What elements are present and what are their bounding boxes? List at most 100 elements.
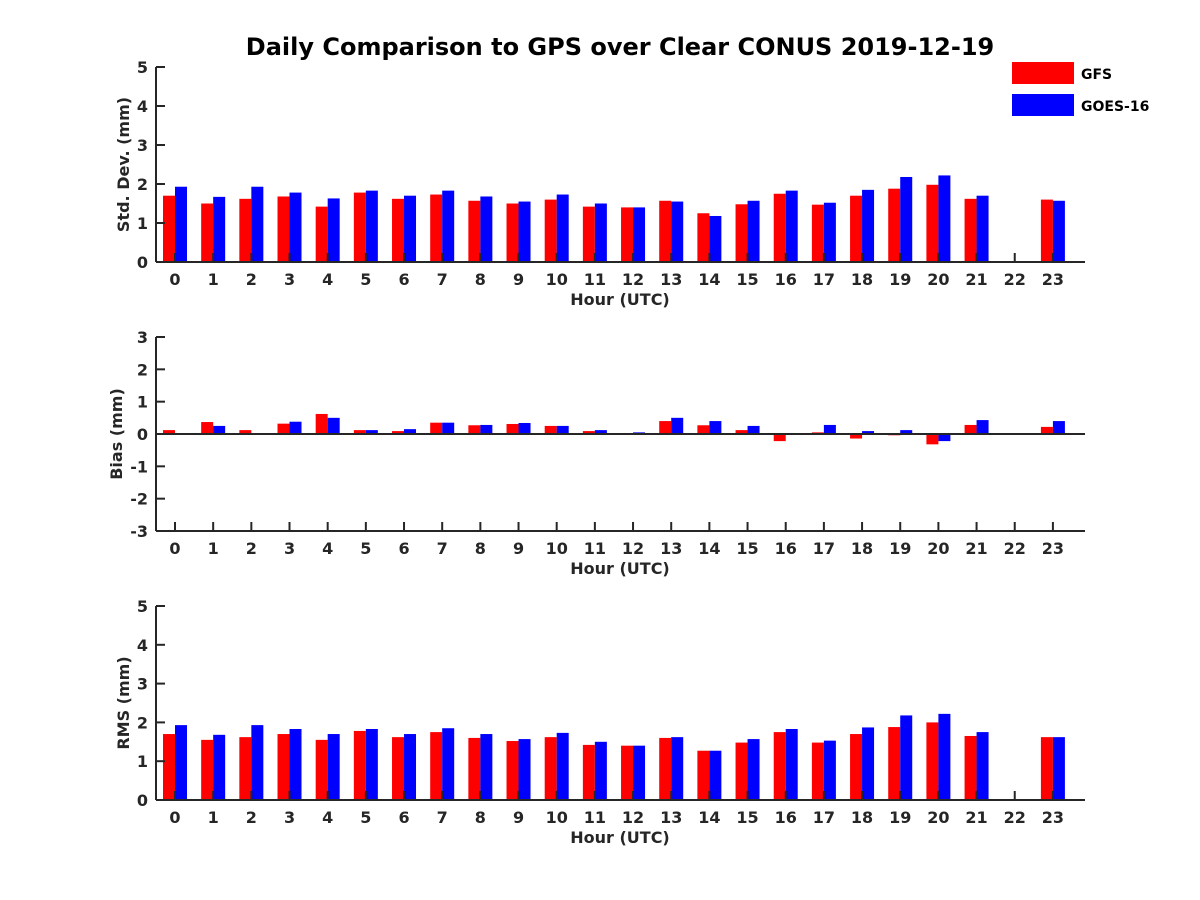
bar-std-goes16-9 [518,201,531,262]
bar-rms-goes16-2 [251,725,264,800]
y-tick-label-rms: 3 [137,675,148,694]
bar-std-goes16-0 [175,186,187,262]
bar-std-gfs-10 [544,199,557,262]
bar-std-gfs-17 [811,204,824,262]
bar-rms-goes16-23 [1052,737,1065,800]
bar-std-goes16-12 [633,207,646,262]
bar-rms-gfs-4 [315,739,328,800]
bar-rms-gfs-3 [277,734,290,800]
x-tick-label-rms: 15 [736,808,758,827]
x-tick-label-bias: 15 [736,539,758,558]
x-tick-label-bias: 18 [851,539,873,558]
x-tick-label-bias: 20 [927,539,949,558]
bar-rms-gfs-21 [964,735,977,800]
x-tick-label-bias: 9 [513,539,524,558]
x-tick-label-std: 19 [889,270,911,289]
bar-rms-gfs-5 [353,730,366,800]
bar-std-goes16-4 [327,198,340,262]
y-tick-label-std: 3 [137,136,148,155]
y-tick-label-std: 0 [137,253,148,272]
bar-bias-gfs-18 [850,434,863,439]
bar-rms-goes16-21 [976,732,989,800]
bar-std-gfs-20 [926,184,939,262]
x-tick-label-rms: 4 [322,808,333,827]
bar-bias-gfs-13 [659,421,672,434]
x-tick-label-bias: 8 [475,539,486,558]
x-axis-label-rms: Hour (UTC) [570,828,670,847]
x-tick-label-std: 15 [736,270,758,289]
bar-rms-goes16-5 [365,729,378,800]
x-tick-label-rms: 14 [698,808,720,827]
x-tick-label-rms: 17 [813,808,835,827]
bar-rms-gfs-12 [621,745,634,800]
bar-rms-gfs-17 [811,742,824,800]
bar-rms-goes16-17 [823,740,836,800]
bar-bias-gfs-3 [277,423,290,434]
bar-std-goes16-6 [404,195,417,262]
x-tick-label-std: 9 [513,270,524,289]
bar-rms-goes16-4 [327,734,340,800]
legend-swatch-goes16 [1012,94,1074,116]
x-tick-label-rms: 22 [1004,808,1026,827]
bar-std-gfs-14 [697,213,710,262]
bar-rms-goes16-6 [404,734,417,800]
x-tick-label-std: 13 [660,270,682,289]
bar-rms-goes16-0 [175,725,187,800]
x-tick-label-rms: 12 [622,808,644,827]
bar-std-gfs-16 [773,193,786,262]
x-tick-label-std: 12 [622,270,644,289]
bar-bias-gfs-9 [506,423,519,434]
bar-bias-goes16-14 [709,421,722,434]
x-tick-label-bias: 6 [398,539,409,558]
x-tick-label-rms: 13 [660,808,682,827]
bar-rms-goes16-18 [862,727,875,800]
bar-std-gfs-1 [201,203,214,262]
y-tick-label-std: 2 [137,175,148,194]
bar-rms-gfs-18 [850,734,863,800]
bar-std-goes16-23 [1052,200,1065,262]
bar-bias-gfs-16 [773,434,786,442]
x-tick-label-bias: 19 [889,539,911,558]
x-tick-label-bias: 2 [246,539,257,558]
y-tick-label-bias: -3 [130,522,148,541]
bar-bias-gfs-21 [964,424,977,434]
x-axis-label-bias: Hour (UTC) [570,559,670,578]
y-tick-label-std: 1 [137,214,148,233]
x-tick-label-std: 17 [813,270,835,289]
x-tick-label-rms: 23 [1042,808,1064,827]
bar-rms-gfs-7 [430,732,443,800]
bar-bias-goes16-23 [1052,421,1065,434]
bar-std-goes16-10 [556,194,569,262]
x-tick-label-std: 18 [851,270,873,289]
bar-bias-gfs-11 [582,431,595,434]
bar-rms-gfs-10 [544,737,557,800]
bar-rms-goes16-11 [594,741,607,800]
bar-bias-goes16-17 [823,424,836,434]
bar-bias-gfs-23 [1040,426,1053,434]
x-tick-label-std: 1 [208,270,219,289]
x-tick-label-std: 16 [775,270,797,289]
bar-bias-gfs-1 [201,422,214,434]
bar-bias-goes16-5 [365,430,378,434]
x-tick-label-std: 7 [437,270,448,289]
y-tick-label-bias: 3 [137,328,148,347]
bar-rms-goes16-9 [518,739,531,800]
bar-std-gfs-12 [621,207,634,262]
bar-bias-gfs-4 [315,413,328,434]
bar-std-goes16-3 [289,192,302,262]
bar-bias-gfs-14 [697,425,710,434]
bar-bias-goes16-19 [900,430,913,434]
y-tick-label-rms: 0 [137,791,148,810]
x-tick-label-bias: 14 [698,539,720,558]
y-tick-label-bias: 1 [137,393,148,412]
x-tick-label-rms: 16 [775,808,797,827]
x-tick-label-std: 10 [546,270,568,289]
bar-std-goes16-14 [709,215,722,262]
x-tick-label-rms: 9 [513,808,524,827]
bar-bias-goes16-9 [518,423,531,434]
bar-bias-gfs-5 [353,430,366,434]
bar-rms-goes16-13 [671,737,684,800]
bar-rms-gfs-1 [201,739,214,800]
x-tick-label-std: 8 [475,270,486,289]
